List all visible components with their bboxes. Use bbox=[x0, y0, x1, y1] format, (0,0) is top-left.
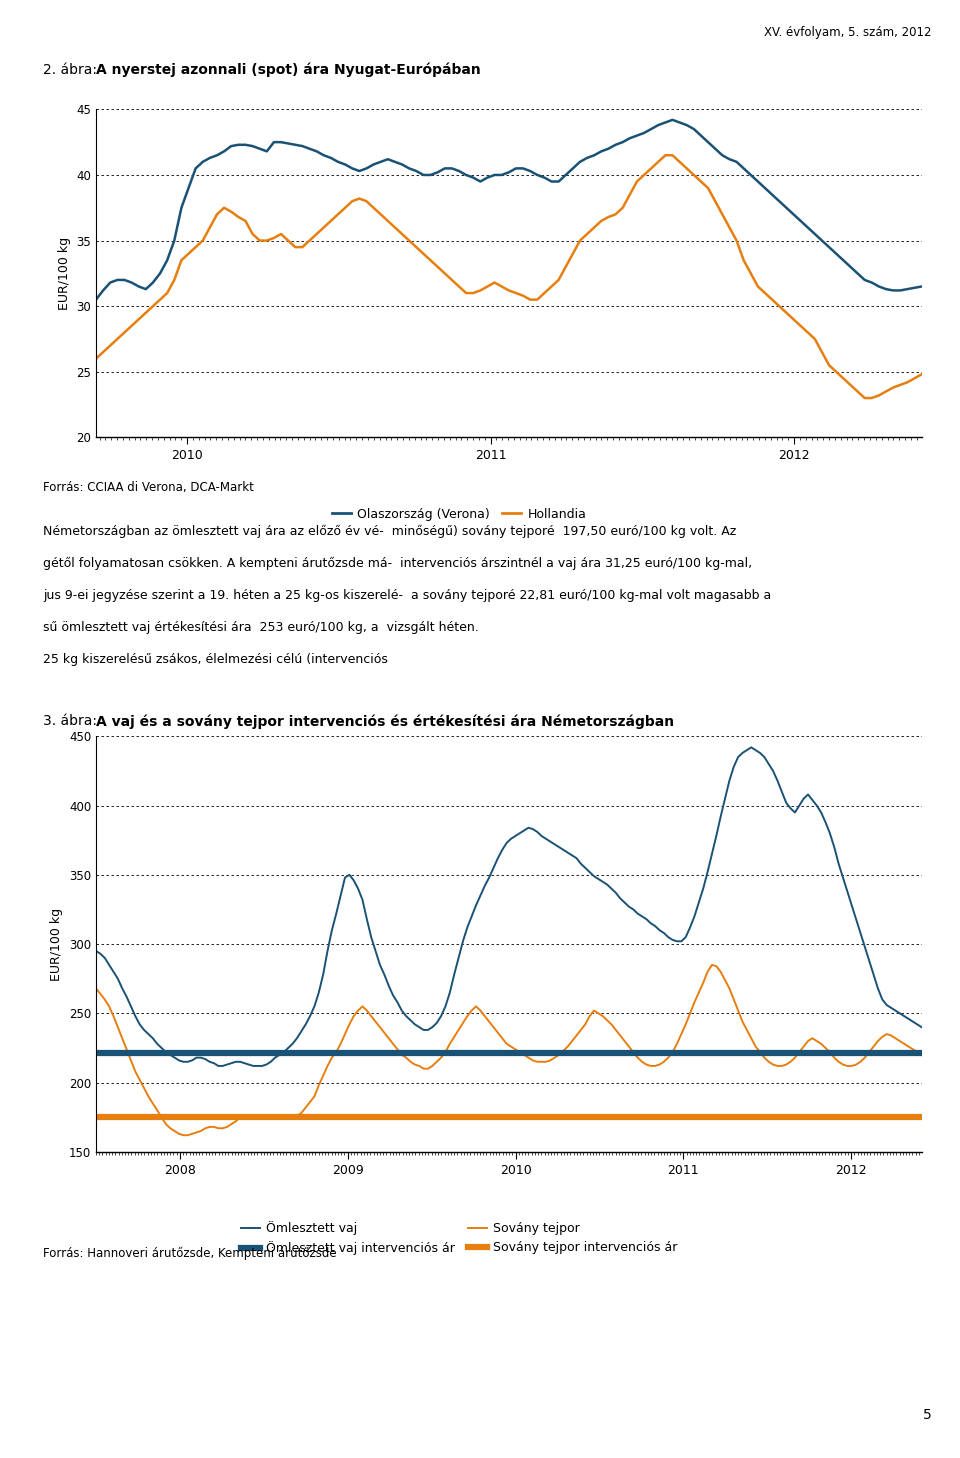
Text: jus 9-ei jegyzése szerint a 19. héten a 25 kg-os kiszerelé-  a sovány tejporé 22: jus 9-ei jegyzése szerint a 19. héten a … bbox=[43, 589, 772, 602]
Text: Németországban az ömlesztett vaj ára az előző év vé-  minőségű) sovány tejporé  : Németországban az ömlesztett vaj ára az … bbox=[43, 525, 736, 538]
Text: 5: 5 bbox=[923, 1407, 931, 1422]
Text: sű ömlesztett vaj értékesítési ára  253 euró/100 kg, a  vizsgált héten.: sű ömlesztett vaj értékesítési ára 253 e… bbox=[43, 621, 479, 634]
Text: Forrás: Hannoveri árutőzsde, Kempteni árutőzsde: Forrás: Hannoveri árutőzsde, Kempteni ár… bbox=[43, 1247, 337, 1260]
Text: 25 kg kiszerelésű zsákos, élelmezési célú (intervenciós: 25 kg kiszerelésű zsákos, élelmezési cél… bbox=[43, 653, 388, 666]
Y-axis label: EUR/100 kg: EUR/100 kg bbox=[50, 907, 63, 981]
Text: gétől folyamatosan csökken. A kempteni árutőzsde má-  intervenciós árszintnél a : gétől folyamatosan csökken. A kempteni á… bbox=[43, 557, 753, 570]
Legend: Olaszország (Verona), Hollandia: Olaszország (Verona), Hollandia bbox=[327, 503, 591, 526]
Text: XV. évfolyam, 5. szám, 2012: XV. évfolyam, 5. szám, 2012 bbox=[764, 26, 931, 38]
Text: Forrás: CCIAA di Verona, DCA-Markt: Forrás: CCIAA di Verona, DCA-Markt bbox=[43, 481, 254, 494]
Text: 2. ábra:: 2. ábra: bbox=[43, 63, 102, 77]
Y-axis label: EUR/100 kg: EUR/100 kg bbox=[58, 236, 71, 311]
Text: A nyerstej azonnali (spot) ára Nyugat-Európában: A nyerstej azonnali (spot) ára Nyugat-Eu… bbox=[96, 63, 481, 77]
Legend: Ömlesztett vaj, Ömlesztett vaj intervenciós ár, Sovány tejpor, Sovány tejpor int: Ömlesztett vaj, Ömlesztett vaj intervenc… bbox=[236, 1216, 683, 1260]
Text: A vaj és a sovány tejpor intervenciós és értékesítési ára Németországban: A vaj és a sovány tejpor intervenciós és… bbox=[96, 714, 674, 729]
Text: 3. ábra:: 3. ábra: bbox=[43, 714, 102, 729]
